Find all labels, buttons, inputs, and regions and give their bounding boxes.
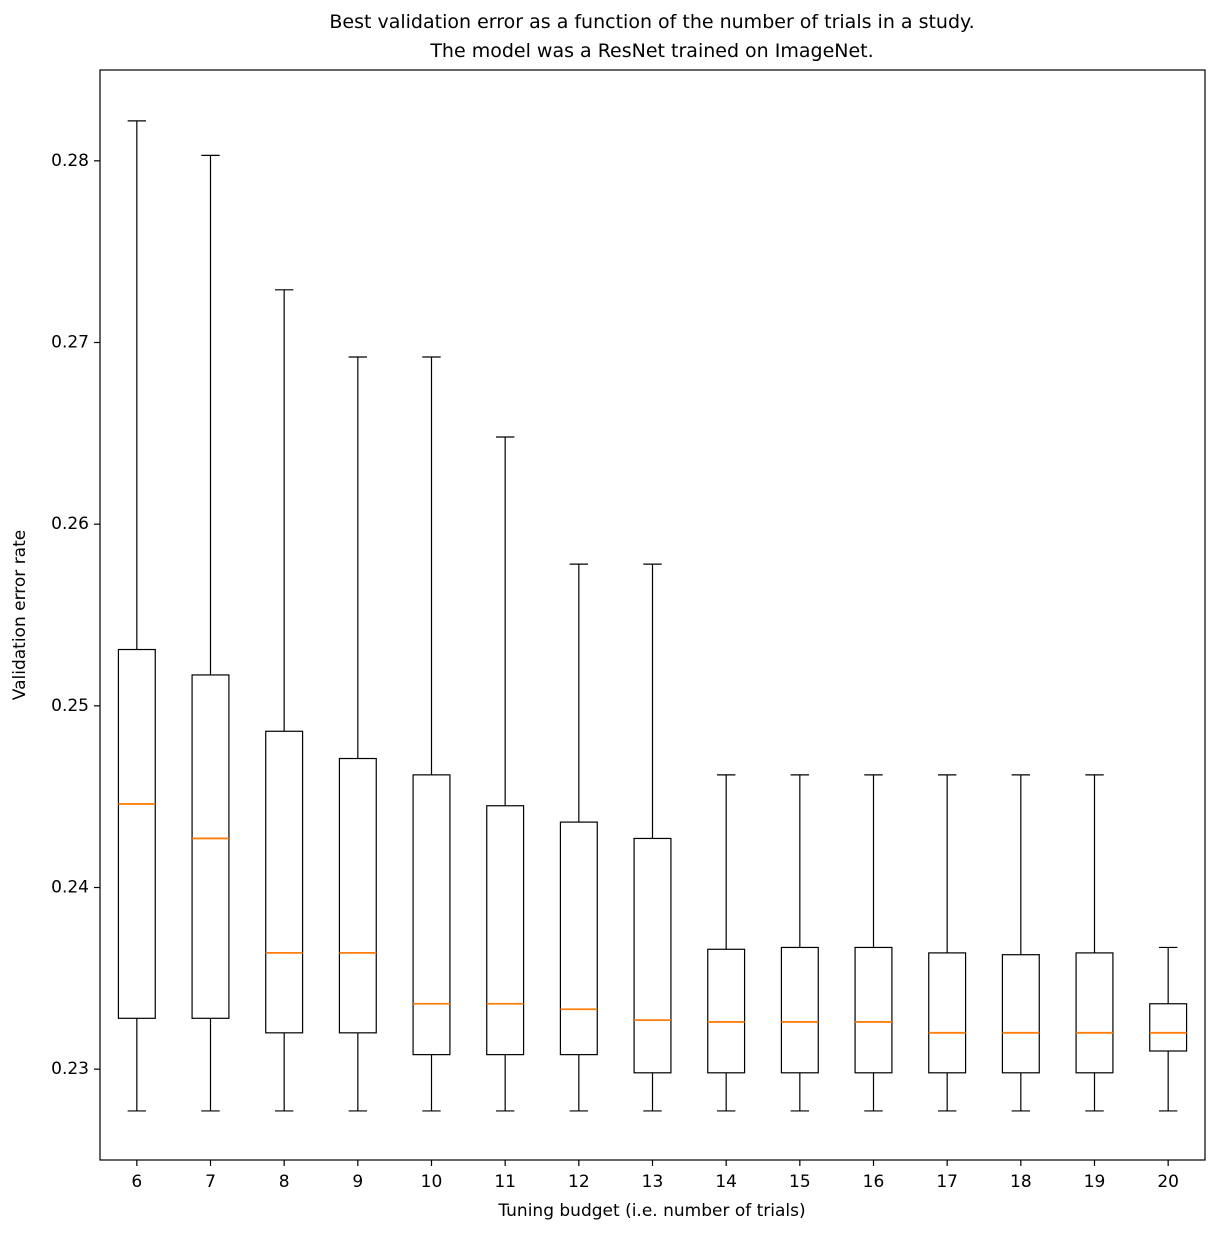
x-tick-label: 12	[568, 1172, 590, 1192]
x-tick-label: 6	[131, 1172, 142, 1192]
plot-area: 0.23 0.24 0.25 0.26 0.27 0.28 6 7 8 9 10 11 12 13 14 15…	[51, 69, 1206, 1192]
x-tick-label: 13	[642, 1172, 664, 1192]
x-tick-label: 8	[279, 1172, 290, 1192]
y-tick-label: 0.27	[51, 333, 89, 353]
box	[412, 774, 451, 1056]
box	[1075, 952, 1114, 1074]
box	[707, 948, 746, 1074]
box	[1149, 1003, 1188, 1052]
box	[780, 946, 819, 1074]
box	[633, 837, 672, 1074]
box	[191, 674, 230, 1019]
box	[1001, 954, 1040, 1074]
x-tick-label: 15	[789, 1172, 811, 1192]
x-axis-label: Tuning budget (i.e. number of trials)	[497, 1201, 805, 1221]
x-tick-label: 16	[863, 1172, 885, 1192]
box	[854, 946, 893, 1074]
x-tick-label: 9	[352, 1172, 363, 1192]
x-tick-label: 11	[494, 1172, 516, 1192]
y-tick-label: 0.23	[51, 1059, 89, 1079]
y-tick-label: 0.26	[51, 514, 89, 534]
x-tick-label: 20	[1157, 1172, 1179, 1192]
box	[486, 805, 525, 1056]
y-tick-label: 0.28	[51, 151, 89, 171]
y-tick-label: 0.25	[51, 696, 89, 716]
y-tick-label: 0.24	[51, 878, 89, 898]
x-tick-label: 18	[1010, 1172, 1032, 1192]
box	[338, 757, 377, 1034]
y-axis-label: Validation error rate	[10, 530, 30, 700]
x-tick-label: 19	[1084, 1172, 1106, 1192]
box	[117, 648, 156, 1019]
x-tick-label: 14	[715, 1172, 737, 1192]
box	[928, 952, 967, 1074]
chart-title-line1: Best validation error as a function of t…	[329, 11, 974, 33]
x-tick-label: 10	[421, 1172, 443, 1192]
chart-title-line2: The model was a ResNet trained on ImageN…	[429, 40, 873, 62]
box	[559, 821, 598, 1056]
box	[265, 730, 304, 1034]
x-tick-label: 7	[205, 1172, 216, 1192]
x-tick-label: 17	[936, 1172, 958, 1192]
